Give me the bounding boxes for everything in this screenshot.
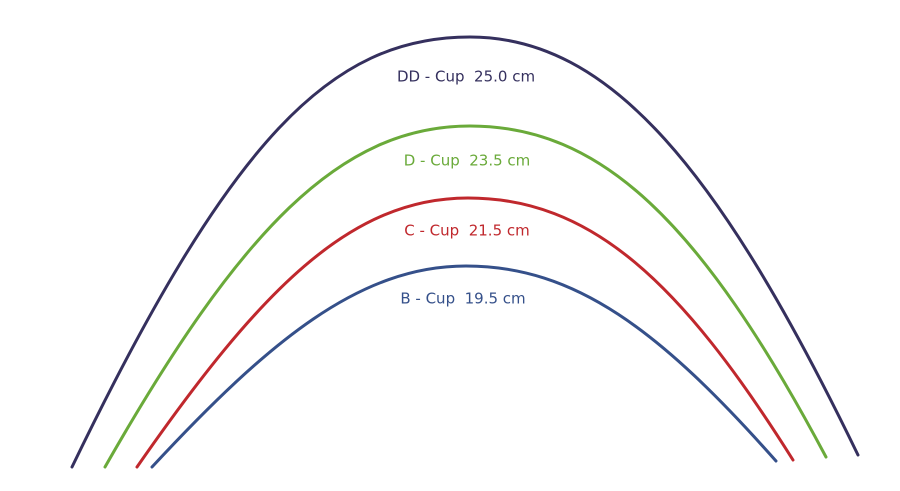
arc-label: DD - Cup 25.0 cm — [397, 68, 535, 86]
arc-dd — [70, 35, 860, 469]
arc-c — [135, 196, 795, 469]
arc-d — [103, 124, 828, 469]
arc-label: C - Cup 21.5 cm — [404, 222, 530, 240]
arc-label: B - Cup 19.5 cm — [400, 290, 525, 308]
arc-b — [150, 264, 778, 469]
arc-label: D - Cup 23.5 cm — [404, 152, 531, 170]
